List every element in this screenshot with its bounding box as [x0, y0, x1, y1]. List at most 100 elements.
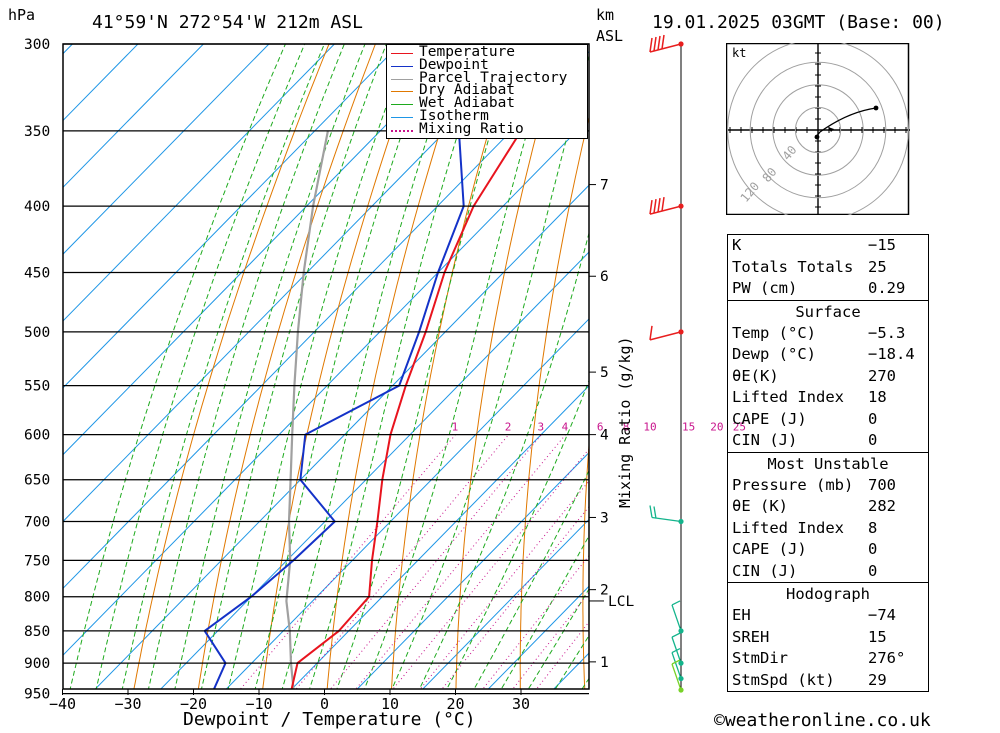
wind-barb-feather	[657, 198, 661, 213]
mixing-ratio-label: 4	[562, 421, 569, 434]
km-tick-label: 4	[600, 428, 609, 444]
isotherm-line	[63, 117, 589, 656]
index-value: 0	[868, 540, 878, 558]
wet-adiabat-line	[527, 588, 589, 689]
wind-barb-feather	[657, 35, 661, 51]
hodograph-ring	[749, 61, 887, 199]
wind-barb-feather	[653, 506, 657, 519]
parcel-trajectory-line	[285, 130, 329, 689]
x-tick-label: 0	[320, 695, 329, 713]
pressure-label: 600	[24, 428, 50, 444]
legend-item: Wet Adiabat	[387, 96, 587, 111]
hodograph-ring	[772, 84, 864, 176]
legend-label: Mixing Ratio	[419, 120, 524, 137]
legend-swatch	[391, 129, 413, 132]
x-tick-label: −30	[114, 695, 141, 713]
hodograph-trace	[814, 107, 877, 139]
legend-label: Dry Adiabat	[419, 82, 516, 99]
surface-row: CAPE (J) 0	[728, 409, 928, 431]
index-label: CAPE (J)	[732, 540, 807, 558]
wet-adiabat-line	[174, 44, 366, 689]
legend-item: Dewpoint	[387, 56, 587, 73]
most-unstable-row: θE (K) 282	[728, 496, 928, 518]
index-value: 15	[868, 627, 887, 646]
legend-item: Dry Adiabat	[387, 82, 587, 99]
km-tick-label: 1	[600, 655, 609, 671]
wind-barb	[649, 205, 682, 215]
index-value: 0	[868, 409, 878, 428]
most-unstable-row: Pressure (mb) 700	[728, 475, 928, 497]
legend-swatch	[391, 78, 413, 80]
pressure-label: 300	[24, 37, 50, 53]
surface-row: θE(K) 270	[728, 366, 928, 388]
indices-table: K −15 Totals Totals 25 PW (cm) 0.29 Surface Tem…	[727, 234, 929, 692]
wet-adiabat-line	[254, 44, 434, 689]
storm-motion-arrow	[828, 127, 834, 132]
dry-adiabat-line	[133, 44, 330, 689]
station-location: 41°59'N 272°54'W 212m ASL	[92, 12, 363, 33]
wind-barb-feather	[653, 199, 657, 214]
isotherm-line	[63, 44, 270, 255]
isotherm-line	[94, 184, 589, 689]
hodograph-ring	[727, 43, 909, 215]
mixing-ratio-label: 25	[733, 421, 746, 434]
legend: Temperature Dewpoint Parcel Trajectory Dry …	[386, 44, 588, 139]
pressure-label: 400	[24, 199, 50, 215]
legend-item: Temperature	[387, 45, 587, 60]
legend-item: Mixing Ratio	[387, 120, 587, 137]
legend-swatch	[391, 65, 413, 67]
index-value: 282	[868, 497, 896, 515]
hodograph-row: EH −74	[728, 605, 928, 627]
lcl-label: LCL	[608, 594, 634, 610]
x-axis-label: Dewpoint / Temperature (°C)	[183, 709, 476, 730]
index-value: 29	[868, 670, 887, 689]
mixing-ratio-label: 2	[505, 421, 512, 434]
wind-level-dot	[678, 628, 684, 634]
index-value: 0.29	[868, 279, 906, 297]
hodograph-point	[814, 134, 820, 140]
isotherm-line	[422, 518, 589, 689]
index-row: PW (cm) 0.29	[728, 278, 928, 300]
pressure-label: 350	[24, 124, 50, 140]
wet-adiabat-line	[554, 634, 589, 689]
mixing-ratio-line	[392, 448, 589, 689]
index-value: −15	[868, 236, 896, 254]
wind-barb-feather	[649, 505, 653, 518]
wet-adiabat-line	[391, 53, 589, 689]
most-unstable-row: CAPE (J) 0	[728, 539, 928, 561]
section-most-unstable-title: Most Unstable	[728, 451, 928, 475]
isotherm-line	[63, 44, 466, 456]
index-label: Temp (°C)	[732, 323, 816, 342]
isotherm-line	[291, 385, 589, 689]
pressure-label: 750	[24, 553, 50, 569]
wind-barb-feather	[661, 197, 665, 212]
index-label: θE (K)	[732, 497, 788, 515]
index-label: StmSpd (kt)	[732, 670, 835, 689]
legend-item: Isotherm	[387, 109, 587, 124]
index-label: Pressure (mb)	[732, 475, 854, 494]
wind-barb	[671, 663, 682, 691]
surface-row: CIN (J) 0	[728, 430, 928, 452]
isotherm-line	[63, 44, 139, 122]
mixing-ratio-line	[419, 480, 589, 689]
index-value: −18.4	[868, 345, 915, 363]
index-label: Dewp (°C)	[732, 345, 816, 363]
wind-barb	[671, 652, 682, 679]
wet-adiabat-line	[69, 44, 286, 689]
km-tick-label: 7	[600, 178, 609, 194]
wind-barb	[649, 331, 682, 341]
legend-item: Parcel Trajectory	[387, 70, 587, 86]
mixing-ratio-label: 10	[643, 421, 656, 434]
legend-label: Dewpoint	[419, 56, 489, 73]
wind-barb-feather	[649, 325, 653, 340]
km-tick-label: 6	[600, 269, 609, 285]
x-tick-label: −10	[245, 695, 272, 713]
isotherm-line	[160, 251, 589, 689]
index-row: Totals Totals 25	[728, 257, 928, 279]
hodograph-row: StmSpd (kt) 29	[728, 670, 928, 692]
mixing-ratio-label: 15	[682, 421, 695, 434]
hodograph-point	[873, 105, 879, 111]
index-value: 276°	[868, 649, 906, 667]
wind-barb	[649, 43, 682, 53]
most-unstable-row: Lifted Index 8	[728, 518, 928, 540]
